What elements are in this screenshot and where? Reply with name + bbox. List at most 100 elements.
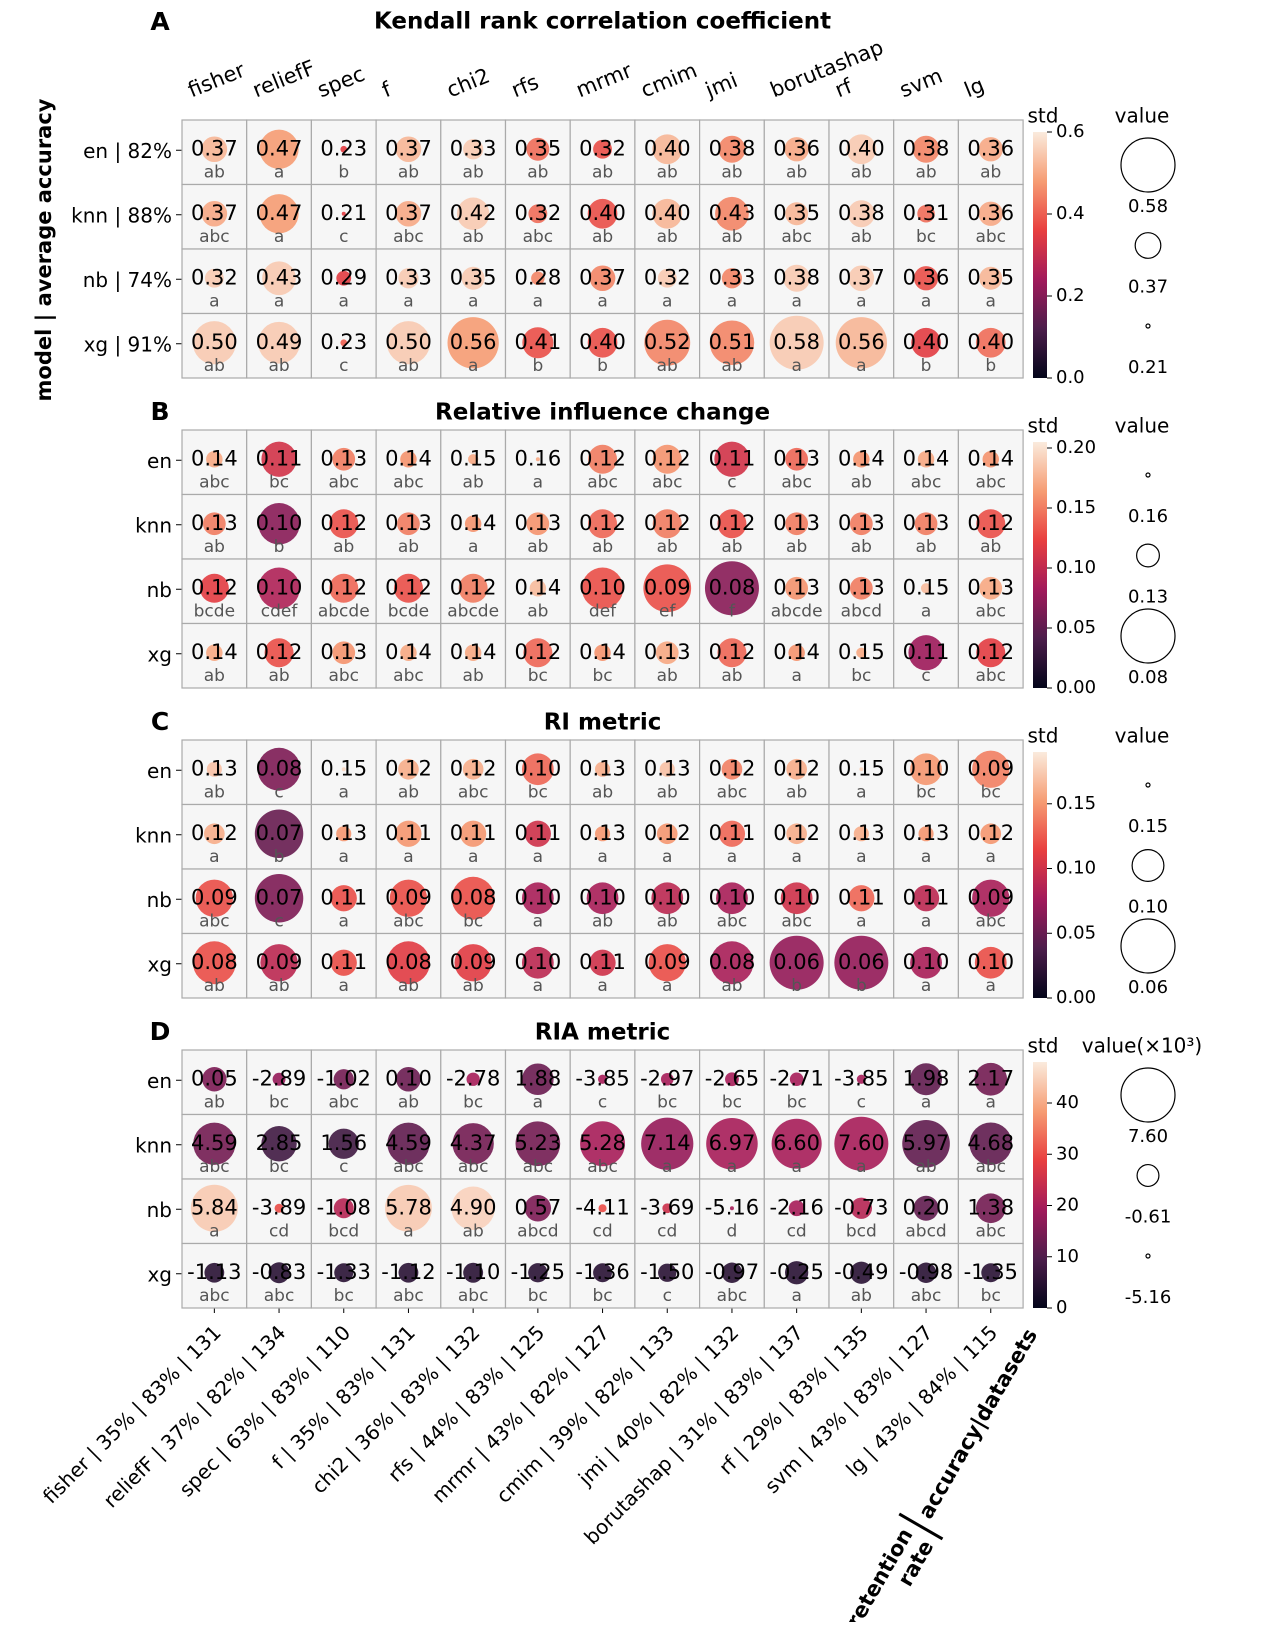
row-label: xg bbox=[147, 642, 172, 666]
value-label: 0.33 bbox=[709, 265, 756, 289]
bubble bbox=[856, 1074, 866, 1084]
letter-label: ab bbox=[657, 666, 678, 686]
bubble bbox=[258, 321, 300, 364]
letter-label: bc bbox=[916, 782, 936, 802]
value-label: 0.16 bbox=[514, 446, 561, 470]
value-label: 0.10 bbox=[903, 756, 950, 780]
value-label: 0.14 bbox=[450, 511, 497, 535]
size-legend-label: -0.61 bbox=[1125, 1207, 1172, 1228]
value-label: 0.13 bbox=[320, 446, 367, 470]
column-label: rfs bbox=[508, 70, 542, 102]
bubble bbox=[461, 266, 485, 290]
letter-label: a bbox=[403, 291, 413, 311]
value-label: 0.15 bbox=[838, 640, 885, 664]
row-label: en bbox=[147, 759, 172, 783]
bubble bbox=[652, 198, 683, 229]
letter-label: ab bbox=[851, 162, 872, 182]
bubble bbox=[785, 576, 809, 600]
bubble bbox=[463, 139, 484, 160]
letter-label: bc bbox=[269, 472, 289, 492]
letter-label: b bbox=[597, 356, 608, 376]
letter-label: ab bbox=[204, 782, 225, 802]
bubble bbox=[979, 266, 1003, 290]
letter-label: ab bbox=[398, 1092, 419, 1112]
bubble bbox=[974, 946, 1007, 979]
size-legend-label: -5.16 bbox=[1125, 1287, 1172, 1308]
letter-label: abc bbox=[717, 782, 748, 802]
letter-label: abc bbox=[911, 1286, 942, 1306]
value-label: -1.25 bbox=[511, 1260, 565, 1284]
value-label: 0.14 bbox=[514, 575, 561, 599]
bubble bbox=[846, 134, 877, 165]
letter-label: a bbox=[597, 976, 607, 996]
letter-label: bc bbox=[916, 227, 936, 247]
bubble bbox=[594, 644, 611, 661]
value-label: 0.13 bbox=[773, 575, 820, 599]
bubble bbox=[912, 885, 940, 912]
value-label: 0.06 bbox=[838, 950, 885, 974]
value-label: 6.60 bbox=[773, 1131, 820, 1155]
letter-label: a bbox=[468, 847, 478, 867]
value-label: 0.36 bbox=[903, 265, 950, 289]
bubble bbox=[587, 198, 618, 229]
letter-label: abc bbox=[199, 227, 230, 247]
bubble bbox=[258, 503, 300, 545]
letter-label: a bbox=[791, 1157, 801, 1177]
bubble bbox=[714, 441, 750, 477]
letter-label: a bbox=[403, 1221, 413, 1241]
value-label: 0.13 bbox=[967, 575, 1014, 599]
letter-label: abc bbox=[975, 1157, 1006, 1177]
bubble bbox=[785, 1261, 809, 1285]
cell bbox=[569, 248, 636, 315]
letter-label: ab bbox=[268, 976, 289, 996]
column-label: chi2 bbox=[443, 63, 493, 102]
letter-label: ab bbox=[204, 1092, 225, 1112]
value-label: 0.21 bbox=[320, 201, 367, 225]
letter-label: ab bbox=[851, 537, 872, 557]
bubble bbox=[456, 197, 490, 230]
cell bbox=[828, 739, 895, 806]
bubble bbox=[466, 1072, 480, 1086]
value-label: -2.65 bbox=[705, 1066, 759, 1090]
letter-label: abc bbox=[328, 472, 359, 492]
letter-label: a bbox=[791, 1286, 801, 1306]
bubble bbox=[521, 946, 554, 979]
letter-label: c bbox=[339, 227, 348, 247]
value-label: 0.10 bbox=[579, 575, 626, 599]
colorbar-title: std bbox=[1028, 1034, 1059, 1058]
value-label: 0.12 bbox=[450, 756, 497, 780]
bubble bbox=[721, 268, 743, 289]
bubble bbox=[717, 509, 747, 539]
letter-label: a bbox=[921, 976, 931, 996]
bubble bbox=[641, 1117, 694, 1170]
letter-label: a bbox=[856, 847, 866, 867]
value-label: 1.56 bbox=[320, 1131, 367, 1155]
value-label: 0.38 bbox=[838, 201, 885, 225]
bubble bbox=[914, 512, 938, 536]
letter-label: a bbox=[856, 1157, 866, 1177]
letter-label: ab bbox=[204, 356, 225, 376]
value-label: 0.13 bbox=[191, 756, 238, 780]
bubble bbox=[769, 315, 824, 370]
bubble bbox=[387, 1122, 430, 1165]
bubble bbox=[204, 823, 225, 845]
value-label: 0.35 bbox=[514, 136, 561, 160]
value-label: 0.40 bbox=[967, 330, 1014, 354]
letter-label: ab bbox=[463, 1221, 484, 1241]
letter-label: a bbox=[986, 1092, 996, 1112]
value-label: 0.23 bbox=[320, 330, 367, 354]
bubble bbox=[982, 451, 999, 468]
value-label: 0.13 bbox=[320, 640, 367, 664]
bubble bbox=[975, 327, 1006, 358]
value-label: 0.14 bbox=[385, 446, 432, 470]
column-label: rf bbox=[831, 74, 855, 102]
letter-label: b bbox=[274, 847, 285, 867]
value-label: 0.08 bbox=[385, 950, 432, 974]
column-label: cmim bbox=[637, 58, 700, 102]
letter-label: abc bbox=[393, 227, 424, 247]
letter-label: c bbox=[727, 472, 736, 492]
panel-title: RI metric bbox=[544, 710, 662, 736]
size-legend-label: 0.15 bbox=[1128, 816, 1168, 837]
letter-label: ab bbox=[268, 666, 289, 686]
bubble bbox=[652, 134, 683, 165]
